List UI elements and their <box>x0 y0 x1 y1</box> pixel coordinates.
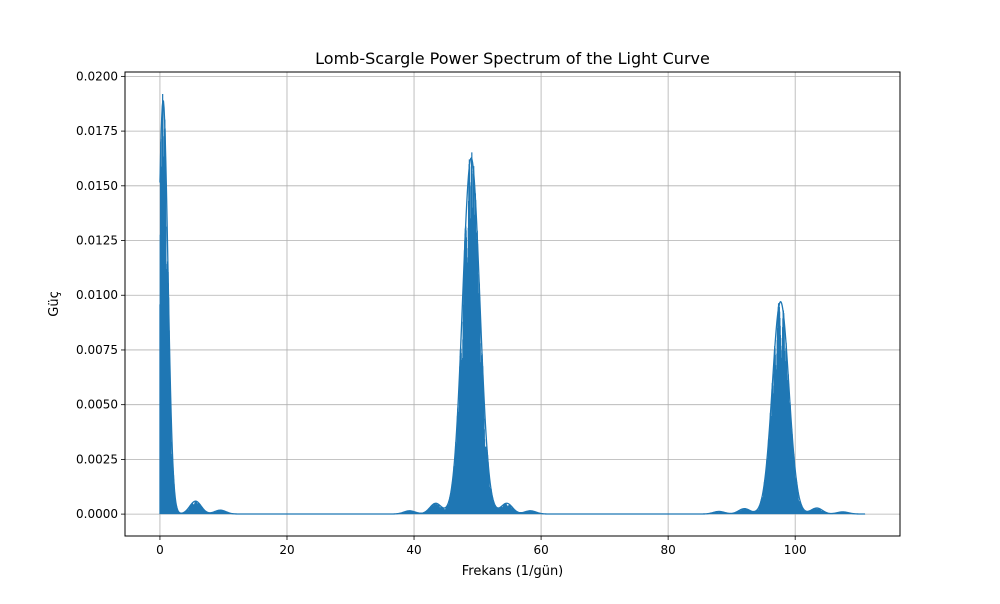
x-tick-label: 40 <box>406 543 421 557</box>
x-axis-label: Frekans (1/gün) <box>462 564 564 579</box>
x-tick-label: 0 <box>156 543 164 557</box>
spectrum-envelope <box>159 99 866 515</box>
x-axis: 0 20 40 60 80 100 <box>156 536 807 557</box>
plot-frame <box>124 71 901 537</box>
y-tick-label: 0.0200 <box>76 69 118 83</box>
x-tick-label: 20 <box>279 543 294 557</box>
y-tick-label: 0.0175 <box>76 124 118 138</box>
y-tick-label: 0.0000 <box>76 507 118 521</box>
y-tick-label: 0.0025 <box>76 452 118 466</box>
y-tick-label: 0.0075 <box>76 343 118 357</box>
grid-lines <box>125 72 900 536</box>
x-tick-label: 80 <box>660 543 675 557</box>
y-tick-label: 0.0150 <box>76 179 118 193</box>
y-tick-label: 0.0100 <box>76 288 118 302</box>
y-axis: 0.0000 0.0025 0.0050 0.0075 0.0100 0.0125 0.01… <box>76 69 125 521</box>
chart-title: Lomb-Scargle Power Spectrum of the Light… <box>315 49 710 68</box>
spectrum-series <box>159 94 866 515</box>
y-tick-label: 0.0050 <box>76 398 118 412</box>
x-tick-label: 60 <box>533 543 548 557</box>
x-tick-label: 100 <box>784 543 807 557</box>
y-axis-label: Güç <box>47 291 62 316</box>
y-tick-label: 0.0125 <box>76 234 118 248</box>
